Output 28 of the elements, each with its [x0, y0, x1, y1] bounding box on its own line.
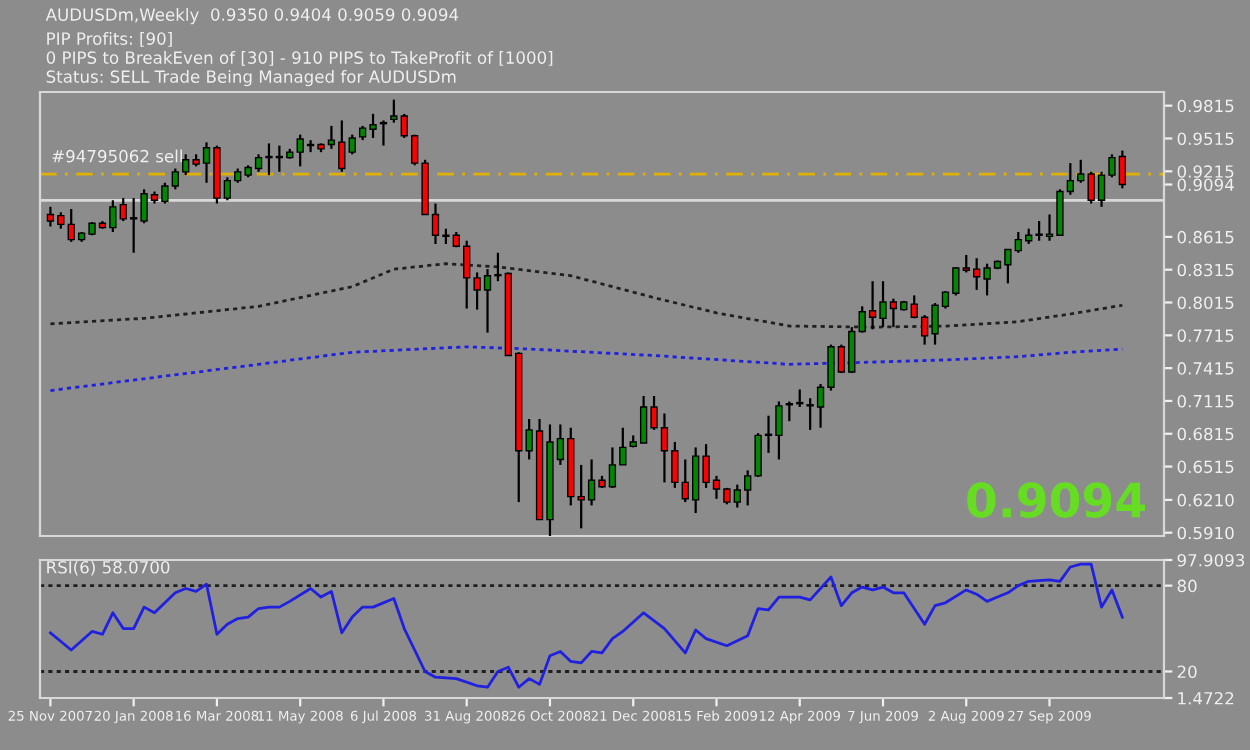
y-tick-label: 0.5910 — [1177, 526, 1234, 540]
text: 0 PIPS to BreakEven of [30] - 910 PIPS to TakeProfit of [1000] — [46, 51, 553, 66]
chart-title: RSI(6) 58.0700 — [47, 560, 170, 576]
y-tick-label: 97.9093 — [1177, 553, 1245, 567]
y-tick-label: 0.9815 — [1177, 99, 1234, 113]
y-tick-label: 20 — [1177, 665, 1197, 679]
y-tick-label: 1.4722 — [1178, 691, 1234, 705]
y-tick-label: 0.8015 — [1177, 296, 1234, 310]
line-series — [49, 262, 1124, 329]
y-tick-label: 0.9094 — [1177, 178, 1234, 192]
chart-title: AUDUSDm,Weekly 0.9350 0.9404 0.9059 0.9094 — [45, 8, 459, 25]
y-tick-label: 0.6815 — [1177, 427, 1234, 441]
ref-line-label: #94795062 sell — [52, 149, 182, 163]
y-tick-label: 0.7715 — [1177, 329, 1234, 342]
y-tick-label: 0.7115 — [1177, 394, 1234, 408]
line-series — [49, 345, 1124, 392]
text: PIP Profits: [90] — [47, 32, 172, 47]
y-tick-label: 0.6210 — [1177, 493, 1234, 507]
annotation: 0.9094 — [967, 482, 1145, 518]
y-tick-label: 0.9215 — [1177, 165, 1234, 178]
y-tick-label: 80 — [1177, 579, 1197, 593]
y-tick-label: 0.9515 — [1177, 132, 1234, 146]
y-tick-label: 0.8615 — [1177, 230, 1234, 244]
line-series — [49, 562, 1124, 689]
text: Status: SELL Trade Being Managed for AUDUSDm — [46, 70, 456, 87]
y-tick-label: 0.8315 — [1177, 263, 1234, 277]
y-tick-label: 0.6515 — [1177, 460, 1234, 474]
y-tick-label: 0.7415 — [1177, 362, 1234, 375]
